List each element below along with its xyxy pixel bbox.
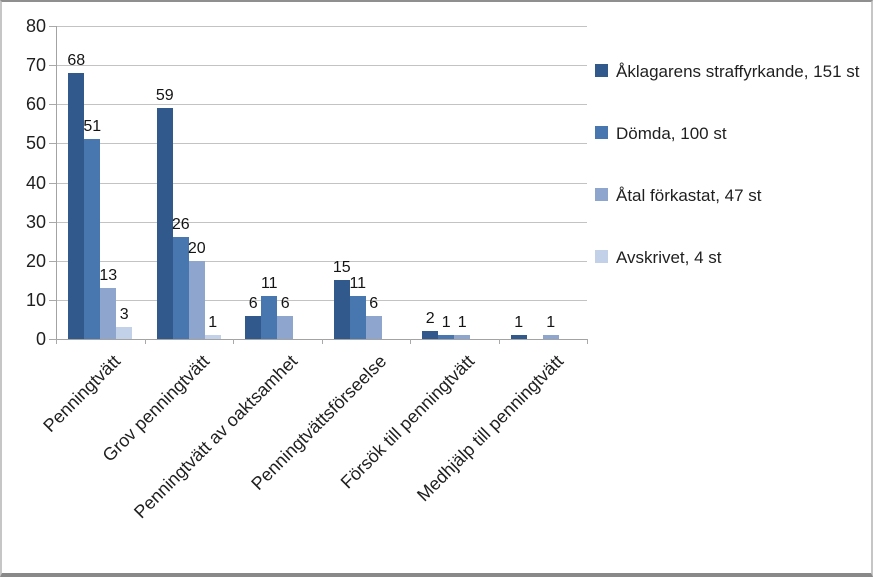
- bar: [542, 335, 559, 339]
- bar-value-label: 13: [99, 267, 118, 285]
- bar: [438, 335, 455, 339]
- bar-value-label: 1: [514, 314, 524, 332]
- legend-swatch-icon: [595, 126, 608, 139]
- y-axis-tick-label: 40: [25, 172, 46, 193]
- bar: [68, 72, 85, 339]
- bar: [261, 295, 278, 339]
- gridline: [56, 260, 587, 262]
- bar: [245, 315, 262, 339]
- y-axis-tick: [49, 104, 56, 106]
- y-axis-tick-label: 10: [25, 289, 46, 310]
- legend-item: Avskrivet, 4 st: [595, 246, 867, 270]
- bar-value-label: 51: [83, 118, 102, 136]
- y-axis-tick: [49, 299, 56, 301]
- x-axis-tick: [321, 339, 323, 344]
- bar-value-label: 11: [260, 274, 278, 292]
- bar-value-label: 2: [425, 310, 435, 328]
- bar: [365, 315, 382, 339]
- bar: [204, 335, 221, 339]
- bar: [156, 108, 173, 339]
- bar: [422, 331, 439, 339]
- y-axis-tick: [49, 26, 56, 27]
- y-axis-tick-label: 50: [25, 133, 46, 154]
- legend-item: Åklagarens straffyrkande, 151 st: [595, 60, 867, 84]
- x-axis-tick: [56, 339, 57, 344]
- bar-value-label: 6: [369, 294, 379, 312]
- legend-label: Dömda, 100 st: [616, 124, 727, 143]
- bar: [510, 335, 527, 339]
- bar-value-label: 1: [208, 314, 218, 332]
- bar: [116, 327, 133, 339]
- y-axis-tick-label: 30: [25, 211, 46, 232]
- legend-swatch-icon: [595, 250, 608, 263]
- y-axis-tick: [49, 260, 56, 262]
- legend-swatch-icon: [595, 64, 608, 77]
- x-axis-tick: [587, 339, 588, 344]
- bar-value-label: 26: [171, 216, 190, 234]
- legend-label: Avskrivet, 4 st: [616, 248, 722, 267]
- bar: [454, 335, 471, 339]
- y-axis-tick-label: 0: [35, 329, 46, 349]
- bar: [333, 280, 350, 339]
- bar-value-label: 68: [67, 51, 86, 69]
- gridline: [56, 143, 587, 145]
- x-axis-tick: [498, 339, 500, 344]
- legend-swatch-icon: [595, 188, 608, 201]
- y-axis-tick: [49, 339, 56, 340]
- y-axis-tick-label: 20: [25, 250, 46, 271]
- gridline: [56, 221, 587, 223]
- legend-label: Åtal förkastat, 47 st: [616, 186, 762, 205]
- y-axis-tick: [49, 221, 56, 223]
- bar: [84, 139, 101, 339]
- bar-value-label: 1: [546, 314, 556, 332]
- category-label: Medhjälp till penningtvätt: [412, 351, 567, 506]
- y-axis-tick-label: 60: [25, 94, 46, 115]
- bar: [100, 288, 117, 339]
- bar-value-label: 11: [349, 274, 367, 292]
- bar-value-label: 1: [457, 314, 467, 332]
- bar-value-label: 59: [155, 87, 174, 105]
- gridline: [56, 182, 587, 184]
- gridline: [56, 65, 587, 67]
- bar-value-label: 15: [332, 259, 351, 277]
- bar-value-label: 6: [280, 294, 290, 312]
- bar: [172, 237, 189, 339]
- x-axis-tick: [233, 339, 234, 344]
- bar: [188, 260, 205, 339]
- y-axis-tick: [49, 65, 56, 67]
- y-axis-tick: [49, 143, 56, 145]
- bar: [277, 315, 294, 339]
- y-axis-tick: [49, 182, 56, 184]
- category-label: Penningtvätt av oaktsamhet: [130, 351, 302, 523]
- bar-value-label: 6: [248, 294, 258, 312]
- legend-label: Åklagarens straffyrkande, 151 st: [616, 62, 860, 81]
- category-label: Penningtvätt: [39, 351, 125, 436]
- legend-item: Dömda, 100 st: [595, 122, 867, 146]
- bar: [349, 295, 366, 339]
- bar-value-label: 20: [187, 239, 206, 257]
- y-axis-line: [56, 26, 57, 344]
- legend-item: Åtal förkastat, 47 st: [595, 184, 867, 208]
- x-axis-tick: [144, 339, 146, 344]
- y-axis-tick-label: 80: [25, 16, 46, 36]
- x-axis-tick: [410, 339, 411, 344]
- bar-value-label: 3: [119, 306, 129, 324]
- gridline: [56, 26, 587, 27]
- gridline: [56, 104, 587, 106]
- gridline: [56, 299, 587, 301]
- legend: Åklagarens straffyrkande, 151 st Dömda, 1…: [595, 60, 867, 270]
- bar-value-label: 1: [441, 314, 451, 332]
- y-axis-tick-label: 70: [25, 55, 46, 76]
